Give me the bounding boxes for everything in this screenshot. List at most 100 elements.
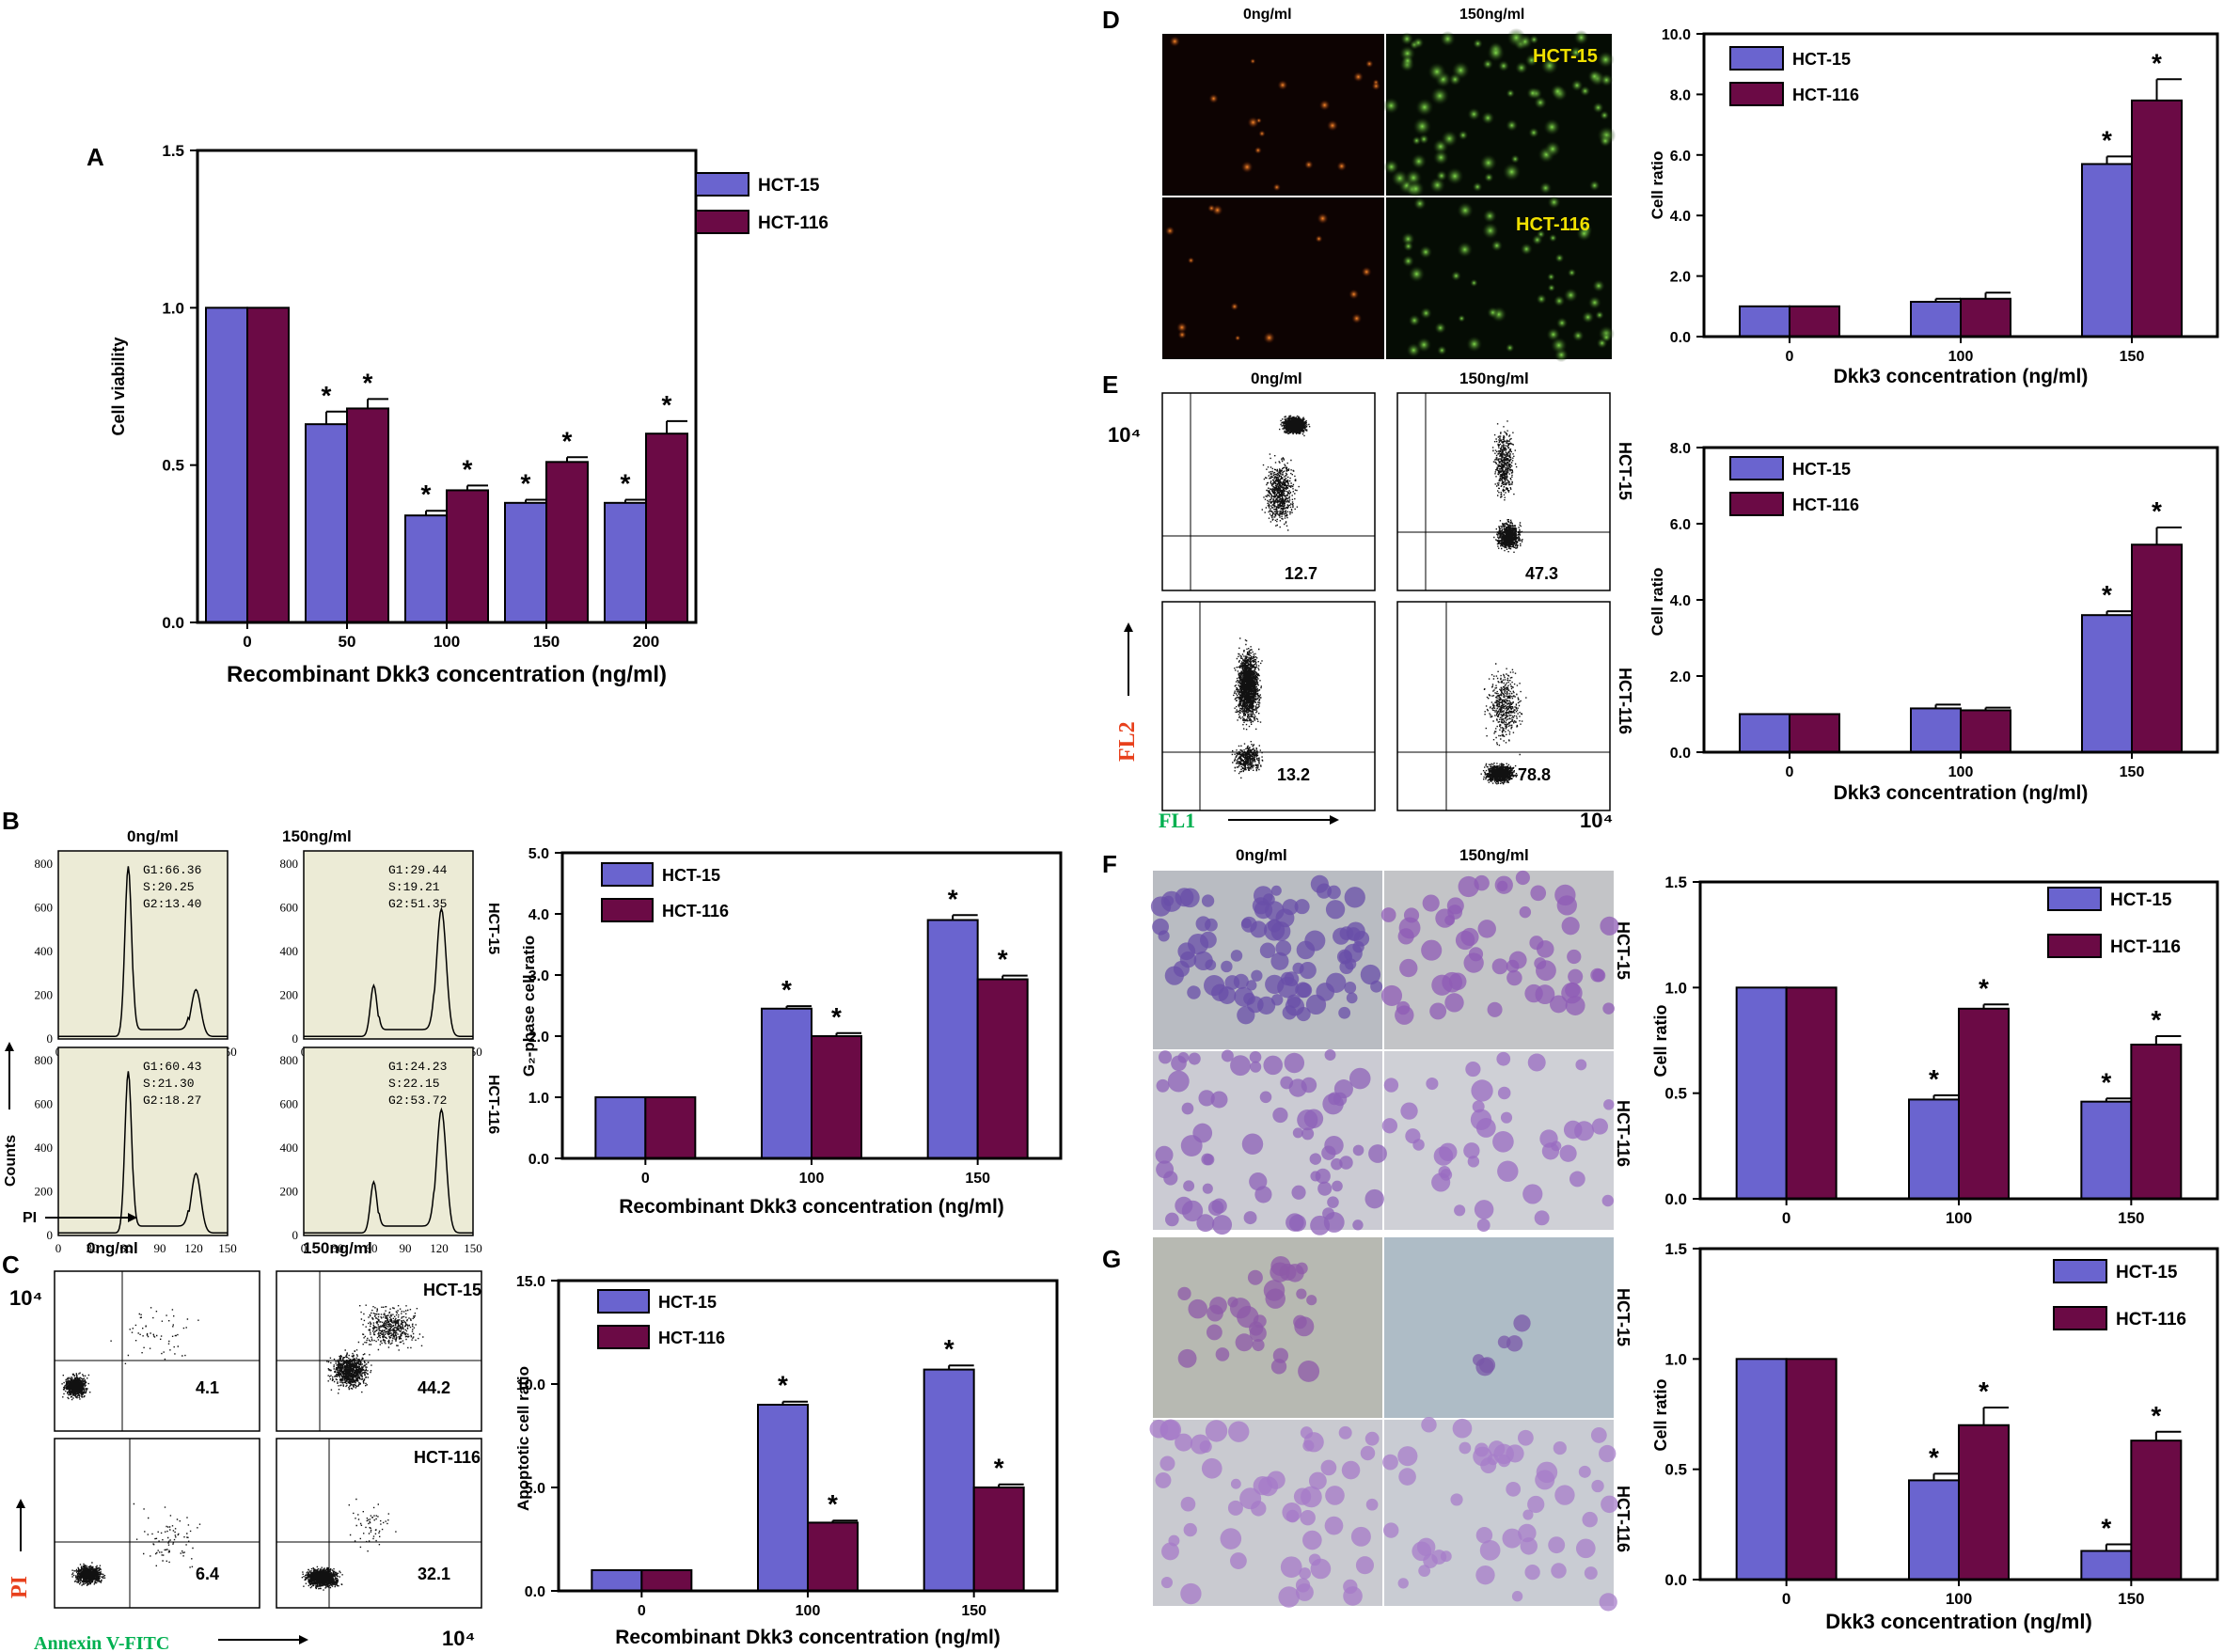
histogram-ytick: 800 xyxy=(280,857,299,871)
chart-a-significance-star: * xyxy=(521,468,531,497)
chart-a-bar-hct116 xyxy=(645,433,688,624)
chart-b-ytick-label: 3.0 xyxy=(528,968,549,984)
migrating-cell xyxy=(1338,1425,1352,1440)
chart-e-bar-hct15 xyxy=(1739,713,1790,753)
migrating-cell xyxy=(1524,1564,1540,1581)
invading-cell xyxy=(1156,1078,1170,1093)
invading-cell xyxy=(1568,968,1584,984)
apoptotic-cell-dot xyxy=(1177,330,1187,339)
apoptotic-cell-dot xyxy=(1315,234,1323,243)
migrating-cell xyxy=(1518,1523,1537,1543)
invading-cell xyxy=(1241,1133,1264,1156)
chart-a-bar-hct15 xyxy=(205,307,248,623)
invading-cell xyxy=(1317,1181,1333,1196)
apoptotic-cell-dot xyxy=(1450,270,1462,282)
micro-g-0-hct15 xyxy=(1153,1237,1382,1418)
chart-e-bar-hct15 xyxy=(1910,707,1962,753)
apoptotic-cell-dot xyxy=(1600,72,1614,87)
migrating-cell xyxy=(1584,1566,1598,1581)
apoptotic-cell-dot xyxy=(1483,172,1494,183)
migrating-cell xyxy=(1183,1522,1197,1537)
migrating-cell xyxy=(1230,1478,1241,1489)
histogram-frame xyxy=(57,850,229,1040)
invading-cell xyxy=(1201,894,1215,907)
histogram-phase-stat: G1:29.44 xyxy=(388,863,448,877)
apoptotic-cell-dot xyxy=(1555,317,1569,329)
apoptotic-cell-dot xyxy=(1247,117,1259,129)
chart-d-xtick-label: 0 xyxy=(1786,349,1794,365)
apoptotic-cell-dot xyxy=(1569,45,1583,59)
invading-cell xyxy=(1448,972,1467,991)
panel-letter-f: F xyxy=(1102,850,1117,878)
migrating-cell xyxy=(1582,1511,1598,1528)
histogram-xtick: 30 xyxy=(87,1241,99,1255)
apoptotic-cell-dot xyxy=(1240,161,1254,174)
migrating-cell xyxy=(1513,1314,1531,1332)
chart-e-bar-hct15 xyxy=(2081,614,2133,754)
invading-cell xyxy=(1565,982,1581,999)
chart-b-ytick-label: 4.0 xyxy=(528,907,549,923)
chart-f-xtick-label: 150 xyxy=(2118,1209,2144,1227)
invading-cell xyxy=(1535,984,1555,1005)
invading-cell xyxy=(1339,1156,1353,1170)
apoptotic-cell-dot xyxy=(1436,345,1447,356)
chart-e-xtick-label: 150 xyxy=(2120,764,2145,780)
apoptotic-cell-dot xyxy=(1351,313,1363,324)
chart-e-legend-swatch xyxy=(1729,492,1784,516)
chart-e-xtick-label: 100 xyxy=(1948,764,1974,780)
invading-cell xyxy=(1352,1144,1364,1156)
histogram-ytick: 0 xyxy=(47,1031,54,1046)
chart-c-legend-label: HCT-116 xyxy=(658,1329,725,1347)
migrating-cell xyxy=(1201,1457,1222,1479)
invading-cell xyxy=(1561,917,1580,936)
chart-f-bar-hct116 xyxy=(1785,986,1838,1201)
chart-g-xtick-label: 150 xyxy=(2118,1590,2144,1608)
chart-f-ytick-label: 1.0 xyxy=(1664,979,1687,997)
chart-d-ytick-label: 2.0 xyxy=(1670,270,1691,286)
invading-cell xyxy=(1477,920,1496,938)
chart-e-bar-hct116 xyxy=(1960,709,2011,754)
chart-d-ytick-label: 4.0 xyxy=(1670,209,1691,225)
chart-g-significance-star: * xyxy=(2101,1513,2111,1542)
chart-d-bar-hct116 xyxy=(1960,297,2011,338)
apoptotic-cell-dot xyxy=(1550,337,1568,354)
invading-cell xyxy=(1246,980,1257,991)
histogram-frame xyxy=(303,850,474,1040)
row-label-e-hct116: HCT-116 xyxy=(1616,668,1634,734)
chart-e-ylabel: Cell ratio xyxy=(1648,568,1666,637)
chart-a-bar-hct15 xyxy=(404,514,448,623)
invading-cell xyxy=(1421,939,1443,961)
chart-d-bar-hct15 xyxy=(2081,163,2133,338)
histogram-ytick: 400 xyxy=(280,944,299,958)
chart-c-xtick-label: 150 xyxy=(961,1603,986,1619)
chart-a-ytick-label: 1.0 xyxy=(162,299,184,317)
apoptotic-cell-dot xyxy=(1567,268,1577,277)
apoptotic-cell-dot xyxy=(1533,96,1548,110)
chart-b-bar-hct15 xyxy=(926,919,979,1159)
chart-g-xtick-label: 100 xyxy=(1946,1590,1972,1608)
invading-cell xyxy=(1349,1067,1371,1090)
dose-label-f-0: 0ng/ml xyxy=(1236,846,1287,864)
chart-b-xtick-label: 0 xyxy=(641,1171,650,1187)
apoptotic-cell-dot xyxy=(1427,62,1447,82)
migrating-cell xyxy=(1364,1431,1380,1446)
migrating-cell xyxy=(1278,1586,1300,1608)
migrating-cell xyxy=(1299,1567,1311,1580)
chart-g-bar-hct116 xyxy=(1958,1424,2010,1581)
histogram-ytick: 400 xyxy=(35,1141,54,1155)
chart-e-ytick-label: 8.0 xyxy=(1670,441,1691,457)
invading-cell xyxy=(1444,915,1456,926)
invading-cell xyxy=(1381,1118,1398,1134)
histo-ylabel: Counts xyxy=(3,1135,19,1187)
invading-cell xyxy=(1332,1180,1343,1192)
migrating-cell xyxy=(1365,1498,1379,1511)
invading-cell xyxy=(1527,1053,1546,1072)
invading-cell xyxy=(1180,888,1200,908)
chart-c-significance-star: * xyxy=(944,1334,954,1363)
apoptotic-cell-dot xyxy=(1407,180,1426,198)
histogram-ytick: 200 xyxy=(35,1184,54,1198)
chart-b-significance-star: * xyxy=(998,945,1008,974)
invading-cell xyxy=(1286,994,1301,1009)
apoptotic-cell-dot xyxy=(1418,244,1433,260)
apoptotic-cell-dot xyxy=(1412,37,1425,49)
